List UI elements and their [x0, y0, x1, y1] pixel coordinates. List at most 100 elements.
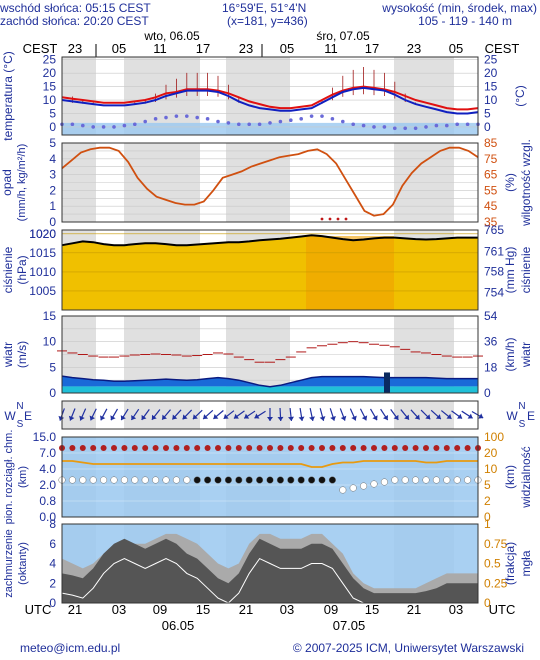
- cloud-base-dot-high: [412, 445, 419, 451]
- top-hour-label: 11: [153, 41, 167, 56]
- panel-frame: [61, 56, 479, 136]
- cloud-base-dot-high: [173, 445, 180, 451]
- cloud-base-tick: 0.8: [39, 494, 56, 508]
- temp-right-tick: 20: [484, 66, 498, 80]
- pressure-area: [62, 235, 478, 310]
- fog-right-tick: 0.75: [484, 537, 508, 551]
- wind-direction-arrow: [390, 408, 399, 421]
- temp-left-tick: 5: [49, 106, 56, 120]
- cloud-base-dot-low: [120, 476, 128, 484]
- visibility-tick: 2: [484, 494, 491, 508]
- pressure-right-tick: 761: [484, 245, 504, 259]
- wind-gust-bar: [384, 372, 390, 393]
- wind-arrow-head: [382, 415, 389, 421]
- bottom-hour-label: 15: [196, 602, 210, 617]
- dewpoint-dot: [81, 123, 85, 128]
- precip-left-tick: 2: [49, 183, 56, 197]
- night-band: [394, 401, 454, 429]
- pressure-left-tick: 1015: [29, 246, 56, 260]
- sunrise-text: wschód słońca: 05:15 CEST: [0, 1, 151, 15]
- humidity-axis-label: wilgotność wzgl.: [519, 139, 533, 227]
- wind-direction-arrow: [89, 408, 97, 421]
- wind-direction-arrow: [120, 408, 129, 421]
- wind-direction-arrow: [359, 408, 368, 421]
- bottom-hour-label: 21: [407, 602, 421, 617]
- rain-marker: [328, 217, 332, 221]
- wind-direction-arrow: [110, 408, 119, 421]
- top-hour-label: 11: [324, 41, 338, 56]
- top-hour-label: 17: [365, 41, 379, 56]
- wind-direction-arrow: [298, 407, 305, 422]
- wind-arrow-head: [319, 416, 326, 421]
- dewpoint-dot: [237, 122, 241, 127]
- wind-arrow-head: [58, 415, 65, 421]
- footer-email: meteo@icm.edu.pl: [20, 641, 120, 655]
- bottom-tz-right: UTC: [489, 602, 516, 617]
- dewpoint-dot: [299, 117, 304, 121]
- bottom-day-label: 06.05: [162, 618, 195, 633]
- dewpoint-dot: [164, 115, 168, 120]
- wind-left-tick: 10: [43, 335, 57, 349]
- wind-arrow-head: [361, 415, 368, 421]
- cloud-base-dot-high: [79, 445, 86, 451]
- pressure-left-tick: 1020: [29, 227, 56, 241]
- cloud-extent-axis-label: pion. rozciągł. chm.: [3, 430, 15, 525]
- dewpoint-dot: [226, 121, 231, 125]
- wind-direction-arrow: [79, 408, 87, 421]
- panel-frame: [61, 142, 479, 223]
- cloud-base-dot-high: [329, 445, 336, 451]
- visibility-tick: 0: [484, 510, 491, 524]
- cloud-base-dot-high: [319, 445, 325, 451]
- cloud-left-tick: 8: [49, 517, 56, 531]
- temp-right-tick: 25: [484, 53, 498, 67]
- dewpoint-dot: [413, 126, 418, 131]
- wind-direction-arrow: [309, 408, 315, 421]
- wind-direction-arrow: [233, 410, 245, 420]
- cloud-base-dot-high: [277, 445, 284, 451]
- dewpoint-dot: [205, 117, 210, 121]
- cloud-left-tick: 2: [49, 576, 56, 590]
- humidity-axis-unit: (%): [503, 173, 517, 192]
- cloud-base-dot-high: [163, 445, 169, 451]
- visibility-axis-unit: (km): [503, 465, 517, 489]
- wind-direction-arrow: [171, 409, 182, 420]
- temp-right-tick: 0: [484, 120, 491, 134]
- cloud-base-dot-low: [214, 476, 222, 484]
- dewpoint-dot: [351, 122, 356, 127]
- cloud-left-tick: 0: [49, 596, 56, 610]
- wind-direction-arrow: [461, 410, 473, 419]
- wind-base-area: [62, 386, 478, 393]
- wind-right-tick: 18: [484, 360, 498, 374]
- cloud-base-dot-high: [433, 445, 440, 451]
- temp-right-tick: 5: [484, 106, 491, 120]
- cloud-base-dot-high: [287, 445, 294, 451]
- cloud-base-dot-high: [194, 445, 201, 451]
- cloud-base-dot-high: [246, 445, 253, 451]
- precip-left-tick: 4: [49, 152, 56, 166]
- cloud-base-dot-high: [371, 445, 377, 451]
- cloud-base-dot-low: [266, 476, 274, 484]
- wind-direction-arrow: [267, 408, 273, 421]
- bottom-hour-label: 21: [68, 602, 82, 617]
- top-tz-left: CEST: [23, 41, 58, 56]
- panel-frame: [61, 315, 479, 394]
- dewpoint-dot: [257, 122, 262, 127]
- cloud-base-dot-high: [391, 445, 398, 451]
- bottom-day-label: 07.05: [333, 618, 366, 633]
- rain-marker: [336, 217, 340, 221]
- wind-direction-arrow: [369, 408, 378, 421]
- compass-w-left: W: [4, 409, 16, 423]
- wind-arrow-head: [435, 414, 441, 420]
- wind-direction-arrow: [202, 409, 214, 420]
- cloud-base-dot-high: [225, 445, 232, 451]
- cloud-base-tick: 15.0: [33, 430, 57, 444]
- elevation-values: 105 - 119 - 140 m: [418, 14, 512, 28]
- wind-direction-arrow: [254, 410, 266, 419]
- wind-direction-arrow: [288, 407, 294, 422]
- wind-left-tick: 5: [49, 360, 56, 374]
- precip-left-tick: 3: [49, 168, 56, 182]
- wind-direction-arrow: [319, 408, 326, 421]
- temp-left-tick: 20: [43, 66, 57, 80]
- compass-s-right: S: [519, 419, 526, 430]
- cloud-base-dot-high: [443, 445, 450, 451]
